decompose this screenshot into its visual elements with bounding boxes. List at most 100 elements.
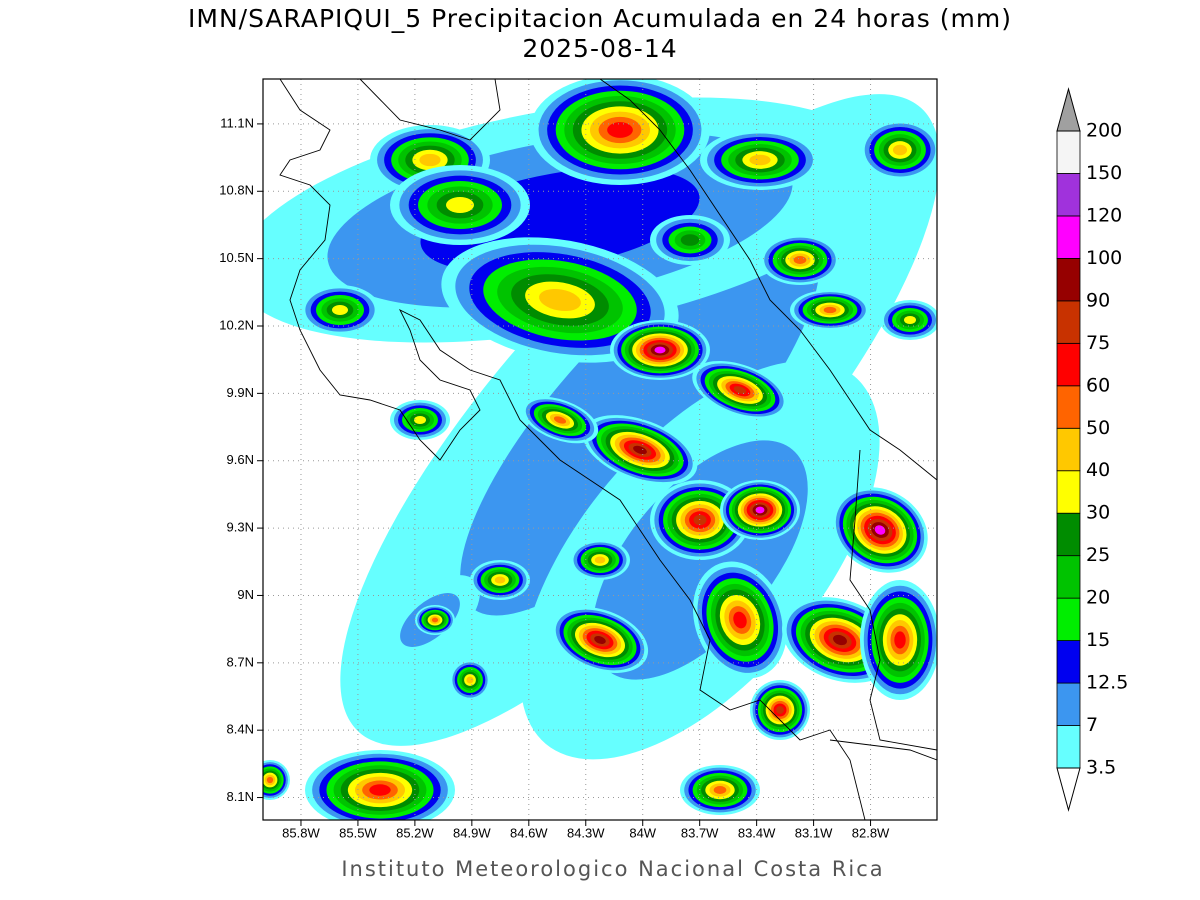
precip-contour bbox=[266, 776, 274, 784]
colorbar: 3.5 7 12.5 15 20 25 30 40 50 60 75 90 100 120 150 200 bbox=[1056, 87, 1128, 812]
precip-contour bbox=[607, 122, 633, 138]
x-tick-label: 85.8W bbox=[282, 825, 320, 840]
precip-contour bbox=[446, 197, 474, 213]
precip-contour bbox=[833, 634, 847, 646]
precip-contour bbox=[749, 154, 771, 166]
border bbox=[359, 79, 501, 141]
precip-contour bbox=[713, 786, 727, 794]
colorbar-label: 200 bbox=[1086, 120, 1122, 142]
credit: Instituto Meteorologico Nacional Costa R… bbox=[341, 857, 884, 881]
colorbar-label: 40 bbox=[1086, 459, 1110, 481]
precip-contour bbox=[332, 305, 348, 315]
y-tick-label: 9.3N bbox=[227, 520, 254, 535]
x-tick-label: 84.3W bbox=[567, 825, 605, 840]
y-tick-label: 11.1N bbox=[220, 115, 254, 130]
colorbar-label: 15 bbox=[1086, 629, 1110, 651]
y-tick-label: 9N bbox=[237, 587, 254, 602]
x-tick-label: 85.5W bbox=[339, 825, 377, 840]
y-tick-label: 8.1N bbox=[227, 789, 254, 804]
y-tick-label: 9.6N bbox=[227, 452, 254, 467]
y-tick-label: 10.8N bbox=[219, 183, 254, 198]
colorbar-box bbox=[1056, 342, 1081, 387]
colorbar-box bbox=[1056, 682, 1081, 726]
precip-contour bbox=[633, 445, 647, 455]
precip-contour bbox=[466, 676, 474, 684]
precip-contour bbox=[419, 153, 441, 167]
precip-contour bbox=[414, 416, 426, 424]
colorbar-box bbox=[1056, 470, 1081, 514]
y-tick-label: 8.7N bbox=[227, 654, 254, 669]
precip-contour bbox=[904, 316, 916, 324]
coastline bbox=[829, 739, 937, 761]
colorbar-box bbox=[1056, 130, 1081, 174]
colorbar-label: 7 bbox=[1086, 714, 1098, 736]
precip-contour bbox=[654, 346, 666, 354]
x-tick-label: 83.1W bbox=[795, 825, 833, 840]
colorbar-label: 3.5 bbox=[1086, 757, 1116, 779]
x-tick-label: 83.4W bbox=[738, 825, 776, 840]
precip-contour bbox=[539, 288, 581, 312]
precip-contour bbox=[823, 306, 837, 314]
map-frame bbox=[262, 78, 938, 821]
x-tick-label: 85.2W bbox=[396, 825, 434, 840]
x-tick-label: 84W bbox=[629, 825, 656, 840]
precip-contour bbox=[874, 525, 886, 535]
title: IMN/SARAPIQUI_5 Precipitacion Acumulada … bbox=[188, 4, 1012, 33]
colorbar-box bbox=[1056, 385, 1081, 429]
x-tick-label: 84.6W bbox=[510, 825, 548, 840]
y-tick-label: 10.5N bbox=[219, 250, 254, 265]
colorbar-label: 12.5 bbox=[1086, 672, 1128, 694]
precip-contour bbox=[755, 506, 765, 514]
colorbar-label: 90 bbox=[1086, 289, 1110, 311]
precip-contour bbox=[553, 416, 567, 424]
grid: 85.8W 85.5W 85.2W 84.9W 84.6W 84.3W 84W 83.7W 83… bbox=[219, 79, 937, 840]
colorbar-label: 20 bbox=[1086, 587, 1110, 609]
colorbar-box bbox=[1056, 597, 1081, 642]
colorbar-label: 25 bbox=[1086, 544, 1110, 566]
colorbar-label: 60 bbox=[1086, 374, 1110, 396]
colorbar-box bbox=[1056, 173, 1081, 217]
colorbar-label: 150 bbox=[1086, 162, 1122, 184]
colorbar-label: 120 bbox=[1086, 204, 1122, 226]
precip-contour bbox=[733, 386, 747, 394]
y-tick-label: 9.9N bbox=[227, 385, 254, 400]
precip-contour bbox=[894, 631, 906, 649]
coastlines bbox=[279, 79, 937, 820]
precip-contour bbox=[494, 576, 506, 584]
colorbar-box bbox=[1056, 300, 1081, 344]
x-tick-label: 83.7W bbox=[681, 825, 719, 840]
y-tick-label: 8.4N bbox=[227, 722, 254, 737]
precip-contour bbox=[680, 234, 700, 246]
precip-contour bbox=[776, 706, 784, 714]
colorbar-under bbox=[1056, 767, 1081, 812]
y-tick-label: 10.2N bbox=[219, 317, 254, 332]
colorbar-label: 50 bbox=[1086, 417, 1110, 439]
precip-field bbox=[263, 79, 937, 820]
colorbar-box bbox=[1056, 555, 1081, 599]
colorbar-box bbox=[1056, 640, 1081, 684]
coastline bbox=[279, 79, 866, 820]
colorbar-box bbox=[1056, 725, 1081, 769]
colorbar-label: 30 bbox=[1086, 502, 1110, 524]
colorbar-box bbox=[1056, 512, 1081, 557]
precip-contour bbox=[431, 617, 439, 623]
border bbox=[849, 449, 937, 751]
coastline bbox=[599, 79, 937, 481]
precip-contour bbox=[594, 556, 606, 564]
colorbar-label: 75 bbox=[1086, 332, 1110, 354]
precip-contour bbox=[892, 144, 908, 156]
precip-contour bbox=[793, 256, 807, 264]
date: 2025-08-14 bbox=[522, 34, 677, 63]
precip-contour bbox=[733, 611, 747, 629]
precip-contour bbox=[369, 784, 391, 796]
x-tick-label: 84.9W bbox=[453, 825, 491, 840]
colorbar-box bbox=[1056, 257, 1081, 302]
x-tick-label: 82.8W bbox=[852, 825, 890, 840]
colorbar-box bbox=[1056, 215, 1081, 259]
precip-contour bbox=[594, 636, 606, 644]
colorbar-box bbox=[1056, 427, 1081, 472]
colorbar-over bbox=[1056, 87, 1081, 132]
